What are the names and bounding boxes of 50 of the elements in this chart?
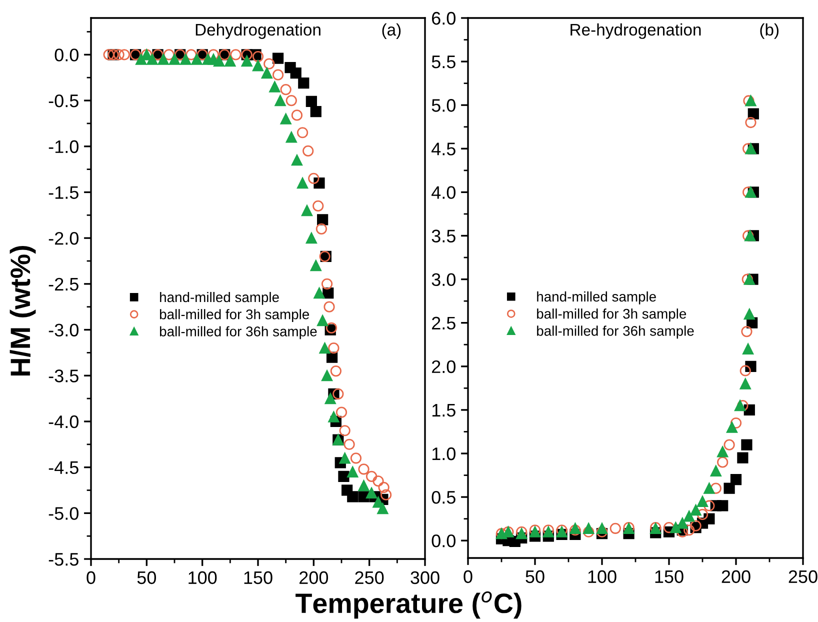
y-tick-label: -1.0: [48, 140, 78, 154]
y-tick-label: 6.0: [432, 12, 456, 25]
x-tick-label: 250: [355, 571, 384, 584]
legend-label: hand-milled sample: [537, 291, 656, 304]
x-tick-label: 100: [188, 571, 217, 584]
y-tick-label: 3.0: [432, 273, 456, 286]
y-tick-label: 4.0: [432, 186, 456, 199]
y-tick-label: -4.0: [48, 415, 78, 428]
y-tick-label: 4.5: [432, 142, 456, 156]
annotation: (a): [382, 23, 401, 39]
x-tick-label: 250: [788, 570, 818, 584]
y-tick-label: 5.0: [432, 99, 456, 112]
x-tick-label: 0: [86, 571, 96, 584]
y-tick-label: -2.0: [48, 232, 78, 245]
y-tick-label: 2.0: [432, 360, 456, 374]
legend-label: ball-milled for 36h sample: [537, 326, 694, 339]
x-tick-label: 50: [526, 570, 544, 584]
y-tick-label: 0.0: [432, 534, 456, 548]
y-tick-label: -5.5: [48, 553, 78, 566]
y-axis-title: H/M (wt%): [10, 246, 36, 376]
legend-label: ball-milled for 3h sample: [537, 308, 686, 322]
y-tick-label: -2.5: [48, 278, 78, 291]
y-tick-label: 1.0: [432, 447, 456, 460]
legend-label: ball-milled for 3h sample: [160, 309, 309, 322]
y-tick-label: 3.5: [432, 230, 456, 242]
y-tick-label: 0.0: [54, 48, 78, 62]
x-tick-label: 200: [722, 570, 750, 584]
legend-label: hand-milled sample: [160, 292, 279, 305]
y-tick-label: -1.5: [48, 186, 78, 199]
y-tick-label: -3.0: [48, 324, 78, 336]
x-tick-label: 300: [410, 571, 440, 584]
y-tick-label: 2.5: [432, 316, 456, 330]
annotation: Dehydrogenation: [196, 23, 320, 39]
y-tick-label: -3.5: [48, 370, 78, 382]
y-tick-label: -0.5: [48, 94, 78, 108]
x-tick-label: 50: [137, 571, 156, 584]
y-tick-label: -5.0: [48, 507, 78, 520]
x-tick-label: 200: [300, 571, 328, 584]
annotation: (b): [760, 23, 779, 39]
annotation: Re-hydrogenation: [570, 23, 701, 39]
x-tick-label: 150: [244, 571, 272, 584]
y-tick-label: 0.5: [432, 490, 456, 504]
y-tick-label: 1.5: [432, 404, 456, 417]
x-tick-label: 150: [655, 570, 684, 584]
y-tick-label: -4.5: [48, 461, 78, 474]
legend-label: ball-milled for 36h sample: [160, 326, 317, 340]
y-tick-label: 5.5: [432, 56, 456, 68]
x-axis-title: Temperature ($^{o}$C): [296, 591, 522, 619]
x-tick-label: 100: [588, 570, 616, 584]
x-tick-label: 0: [464, 570, 472, 584]
